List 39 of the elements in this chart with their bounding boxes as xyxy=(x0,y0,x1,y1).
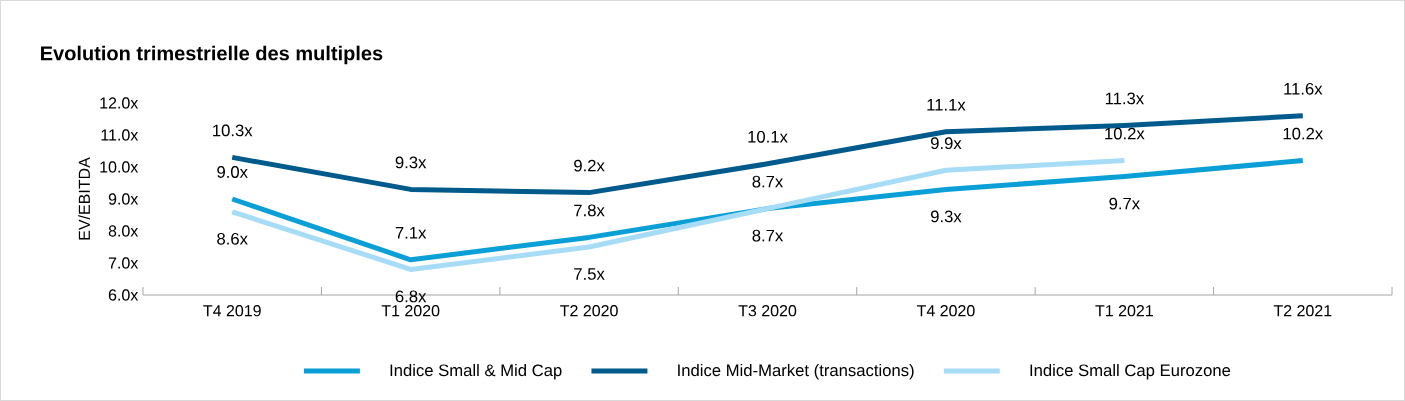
legend-label: Indice Mid-Market (transactions) xyxy=(678,363,914,380)
legend-label: Indice Small Cap Eurozone xyxy=(1030,363,1231,380)
data-label: 9.7x xyxy=(1109,197,1140,210)
data-label: 9.3x xyxy=(930,210,962,223)
data-label: 11.3x xyxy=(1105,92,1144,105)
y-tick-label: 12.0x xyxy=(100,97,139,109)
x-tick-label: T1 2020 xyxy=(381,305,440,317)
data-label: 7.5x xyxy=(574,268,605,280)
data-label: 11.1x xyxy=(927,99,966,111)
data-label: 9.2x xyxy=(574,159,605,172)
data-label: 6.8x xyxy=(395,290,427,303)
data-label: 9.3x xyxy=(395,156,427,169)
y-tick-label: 9.0x xyxy=(108,193,139,205)
x-tick-label: T1 2021 xyxy=(1095,305,1153,317)
y-tick-label: 11.0x xyxy=(101,129,139,141)
y-axis-title: EV/EBITDA xyxy=(78,157,90,240)
x-tick-label: T2 2020 xyxy=(560,305,618,317)
data-label: 7.8x xyxy=(574,204,605,217)
data-label: 8.6x xyxy=(217,232,248,245)
y-tick-label: 7.0x xyxy=(108,257,139,269)
y-tick-label: 10.0x xyxy=(100,161,139,173)
y-tick-label: 6.0x xyxy=(108,289,139,301)
y-tick-label: 8.0x xyxy=(108,225,139,237)
data-label: 9.0x xyxy=(217,166,248,178)
data-label: 10.2x xyxy=(1283,127,1323,140)
data-label: 8.7x xyxy=(752,229,784,242)
data-label: 8.7x xyxy=(752,175,784,188)
data-label: 11.6x xyxy=(1284,82,1323,95)
legend-label: Indice Small & Mid Cap xyxy=(390,363,562,380)
data-label: 10.2x xyxy=(1105,127,1145,140)
x-tick-label: T4 2020 xyxy=(916,305,975,317)
chart-title: Evolution trimestrielle des multiples xyxy=(41,45,383,65)
data-label: 10.3x xyxy=(213,124,253,137)
data-label: 7.1x xyxy=(395,227,427,239)
x-tick-label: T2 2021 xyxy=(1273,305,1332,317)
data-label: 10.1x xyxy=(748,130,788,143)
data-label: 9.9x xyxy=(930,137,962,150)
x-tick-label: T3 2020 xyxy=(738,305,797,317)
x-tick-label: T4 2019 xyxy=(203,305,261,317)
